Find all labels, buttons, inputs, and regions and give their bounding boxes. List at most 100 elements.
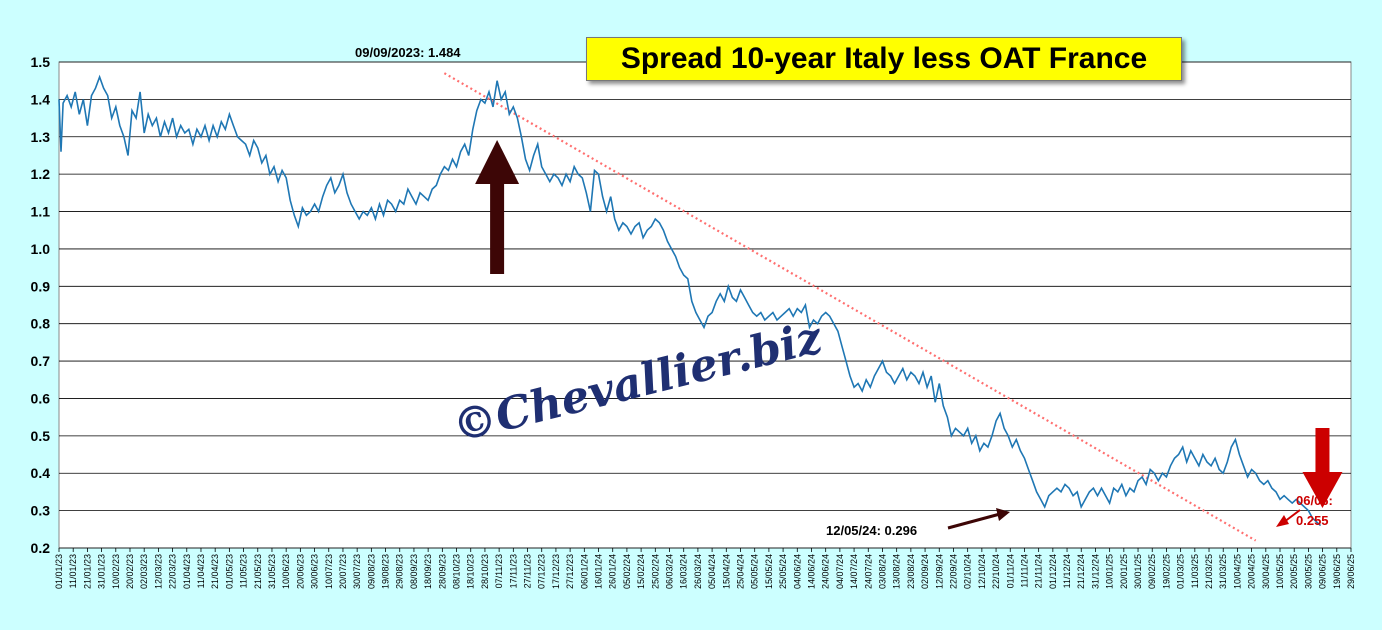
y-tick-label: 0.2 xyxy=(31,540,51,556)
x-tick-label: 24/07/24 xyxy=(863,554,873,589)
trend-line xyxy=(443,72,1257,542)
x-tick-label: 16/03/24 xyxy=(679,554,689,589)
x-tick-label: 05/04/24 xyxy=(707,554,717,589)
x-tick-label: 18/09/23 xyxy=(423,554,433,589)
x-tick-label: 21/05/23 xyxy=(253,554,263,589)
x-tick-label: 11/05/23 xyxy=(239,554,249,588)
up-arrow-shaft xyxy=(490,180,505,274)
x-tick-label: 26/01/24 xyxy=(608,554,618,589)
x-tick-label: 19/08/23 xyxy=(381,554,391,589)
x-tick-label: 30/07/23 xyxy=(352,554,362,589)
x-tick-label: 09/06/25 xyxy=(1318,554,1328,589)
x-tick-label: 22/10/24 xyxy=(991,554,1001,589)
down-arrow-shaft xyxy=(1315,428,1330,476)
x-tick-label: 10/05/25 xyxy=(1275,554,1285,589)
x-tick-label: 09/02/25 xyxy=(1147,554,1157,589)
x-tick-label: 02/10/24 xyxy=(963,554,973,589)
x-tick-label: 20/07/23 xyxy=(338,554,348,589)
x-tick-label: 21/03/25 xyxy=(1204,554,1214,589)
x-tick-label: 12/09/24 xyxy=(934,554,944,589)
x-tick-label: 12/03/23 xyxy=(153,554,163,589)
x-tick-label: 31/05/23 xyxy=(267,554,277,589)
plot-area xyxy=(58,61,1352,549)
y-tick-label: 1.0 xyxy=(31,241,51,257)
x-tick-label: 31/01/23 xyxy=(97,554,107,589)
x-tick-label: 08/09/23 xyxy=(409,554,419,589)
annotation-label: 06/06: xyxy=(1296,493,1333,508)
y-tick-label: 1.5 xyxy=(31,54,51,70)
pointer-arrow-last-head xyxy=(1276,515,1289,527)
x-tick-label: 25/05/24 xyxy=(778,554,788,589)
x-tick-label: 13/08/24 xyxy=(892,554,902,589)
x-tick-label: 31/03/25 xyxy=(1218,554,1228,589)
x-tick-label: 10/07/23 xyxy=(324,554,334,589)
x-tick-label: 08/10/23 xyxy=(452,554,462,589)
x-tick-label: 28/10/23 xyxy=(480,554,490,589)
x-tick-label: 14/07/24 xyxy=(849,554,859,589)
pointer-arrow-low xyxy=(947,512,1001,530)
x-tick-label: 01/05/23 xyxy=(224,554,234,589)
x-tick-label: 07/12/23 xyxy=(537,554,547,589)
x-tick-label: 01/04/23 xyxy=(182,554,192,589)
y-tick-label: 1.2 xyxy=(31,166,51,182)
x-tick-label: 01/01/23 xyxy=(54,554,64,589)
x-tick-label: 18/10/23 xyxy=(466,554,476,589)
x-tick-label: 06/01/24 xyxy=(579,554,589,589)
x-tick-label: 21/11/24 xyxy=(1034,554,1044,588)
x-tick-label: 19/06/25 xyxy=(1332,554,1342,589)
x-tick-label: 09/08/23 xyxy=(366,554,376,589)
x-tick-label: 01/12/24 xyxy=(1048,554,1058,589)
trend-dotted-line xyxy=(443,72,1257,542)
x-tick-label: 30/06/23 xyxy=(310,554,320,589)
x-tick-label: 04/06/24 xyxy=(792,554,802,589)
x-tick-label: 30/05/25 xyxy=(1303,554,1313,589)
x-tick-label: 21/04/23 xyxy=(210,554,220,589)
x-tick-label: 01/11/24 xyxy=(1005,554,1015,588)
down-arrow-head xyxy=(1302,472,1343,508)
spread-line xyxy=(58,74,1322,527)
x-tick-label: 04/07/24 xyxy=(835,554,845,589)
x-tick-label: 27/12/23 xyxy=(565,554,575,589)
annotation-label: 0.255 xyxy=(1296,513,1329,528)
spread-series xyxy=(58,74,1322,527)
x-tick-label: 10/01/25 xyxy=(1105,554,1115,589)
x-tick-label: 20/02/23 xyxy=(125,554,135,589)
x-tick-label: 15/04/24 xyxy=(721,554,731,589)
annotations: 09/09/2023: 1.484 12/05/24: 0.296 06/06: 0.… xyxy=(355,45,1333,538)
x-tick-label: 02/03/23 xyxy=(139,554,149,589)
x-tick-label: 17/12/23 xyxy=(551,554,561,589)
x-tick-label: 30/01/25 xyxy=(1133,554,1143,589)
y-tick-label: 1.1 xyxy=(31,204,51,220)
y-tick-label: 0.6 xyxy=(31,390,51,406)
x-tick-label: 11/03/25 xyxy=(1190,554,1200,588)
x-tick-label: 02/09/24 xyxy=(920,554,930,589)
x-tick-label: 11/04/23 xyxy=(196,554,206,588)
x-tick-label: 30/04/25 xyxy=(1261,554,1271,589)
x-tick-label: 29/06/25 xyxy=(1346,554,1356,589)
chart-title: Spread 10-year Italy less OAT France xyxy=(586,37,1182,81)
x-tick-label: 19/02/25 xyxy=(1161,554,1171,589)
x-tick-label: 05/05/24 xyxy=(750,554,760,589)
x-tick-label: 27/11/23 xyxy=(523,554,533,588)
x-tick-label: 20/06/23 xyxy=(295,554,305,589)
x-tick-label: 23/08/24 xyxy=(906,554,916,589)
x-tick-label: 28/09/23 xyxy=(437,554,447,589)
x-tick-label: 25/04/24 xyxy=(735,554,745,589)
x-tick-label: 26/03/24 xyxy=(693,554,703,589)
x-tick-label: 15/02/24 xyxy=(636,554,646,589)
x-tick-label: 20/01/25 xyxy=(1119,554,1129,589)
x-tick-label: 01/03/25 xyxy=(1176,554,1186,589)
x-tick-label: 16/01/24 xyxy=(594,554,604,589)
y-axis-ticks: 0.2 0.3 0.4 0.5 0.6 0.7 0.8 0.9 1.0 1.1 1.2 1.3 1.4 1… xyxy=(31,54,51,556)
x-tick-label: 10/04/25 xyxy=(1232,554,1242,589)
y-tick-label: 0.4 xyxy=(31,465,51,481)
x-tick-label: 07/11/23 xyxy=(494,554,504,588)
x-tick-label: 05/02/24 xyxy=(622,554,632,589)
y-tick-label: 0.7 xyxy=(31,353,51,369)
x-tick-label: 22/03/23 xyxy=(168,554,178,589)
x-tick-label: 11/12/24 xyxy=(1062,554,1072,588)
y-tick-label: 0.9 xyxy=(31,278,51,294)
x-tick-label: 10/02/23 xyxy=(111,554,121,589)
annotation-label: 09/09/2023: 1.484 xyxy=(355,45,461,60)
